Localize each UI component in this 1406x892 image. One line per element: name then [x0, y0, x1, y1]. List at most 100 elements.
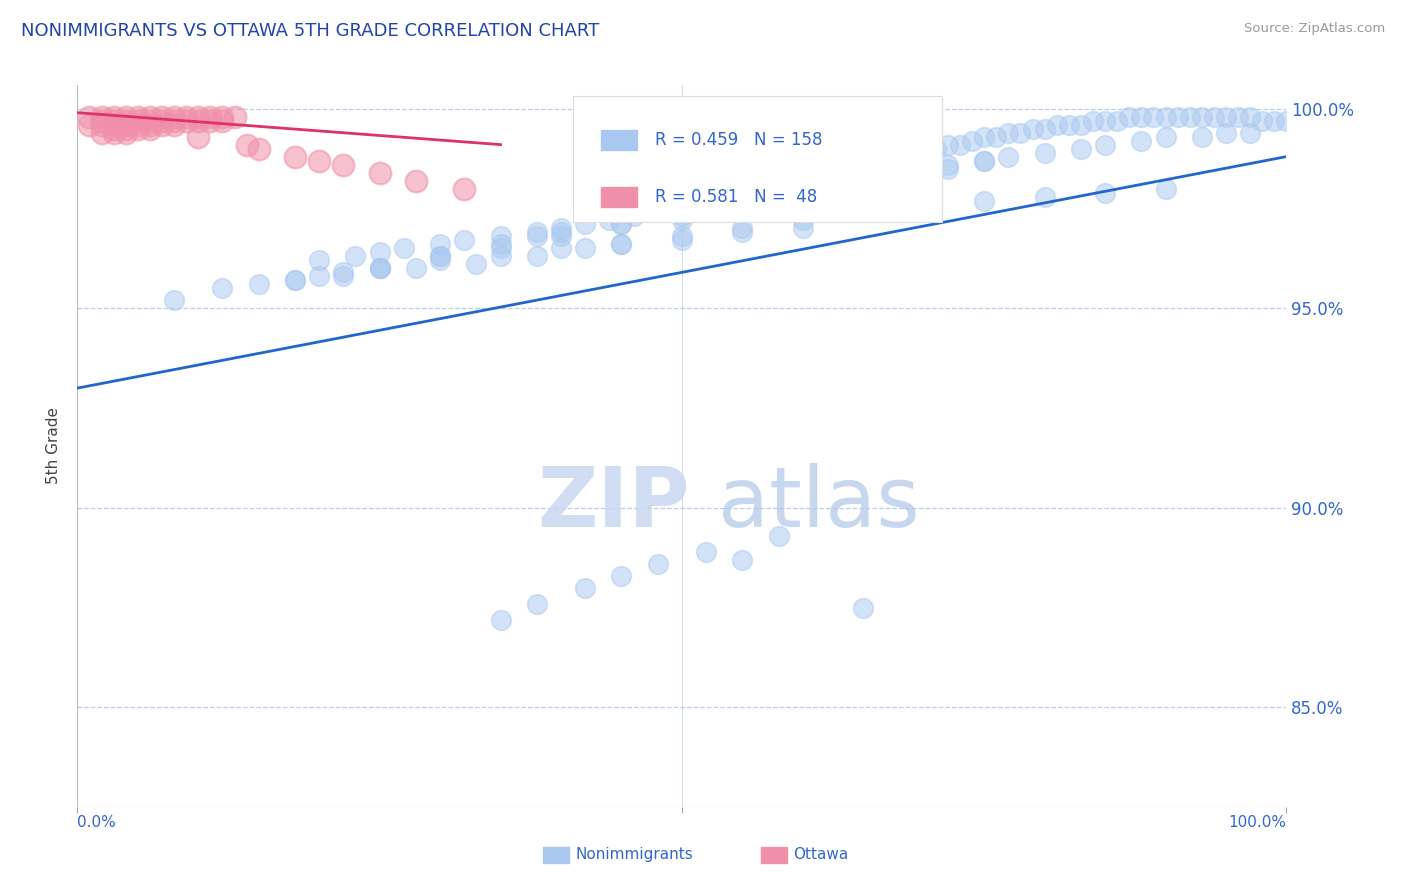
Point — [1154, 110, 1177, 124]
Point — [1142, 110, 1164, 124]
Text: Ottawa: Ottawa — [793, 847, 848, 862]
Point — [90, 113, 112, 128]
Point — [768, 186, 790, 200]
Point — [550, 241, 572, 255]
Point — [526, 226, 548, 240]
Point — [127, 118, 149, 132]
Point — [114, 121, 136, 136]
Point — [973, 153, 995, 168]
FancyBboxPatch shape — [543, 847, 569, 863]
Point — [610, 218, 633, 232]
Point — [163, 293, 186, 308]
Text: Nonimmigrants: Nonimmigrants — [575, 847, 693, 862]
Point — [1057, 118, 1080, 132]
Point — [744, 189, 766, 203]
Point — [973, 153, 995, 168]
Point — [610, 218, 633, 232]
Point — [731, 226, 754, 240]
Point — [103, 110, 125, 124]
Point — [889, 153, 911, 168]
Point — [815, 173, 838, 187]
Point — [973, 194, 995, 208]
Point — [889, 169, 911, 184]
Point — [453, 181, 475, 195]
Point — [332, 269, 354, 284]
Point — [174, 113, 197, 128]
Point — [150, 118, 173, 132]
Point — [1070, 142, 1092, 156]
Point — [718, 194, 741, 208]
Text: 100.0%: 100.0% — [1229, 815, 1286, 830]
Point — [1227, 110, 1250, 124]
Point — [344, 249, 367, 263]
Point — [114, 126, 136, 140]
Point — [187, 113, 209, 128]
Point — [731, 205, 754, 219]
Point — [489, 237, 512, 252]
Point — [284, 273, 307, 287]
Point — [1154, 181, 1177, 195]
Point — [114, 118, 136, 132]
Point — [792, 221, 814, 235]
Point — [623, 210, 645, 224]
Point — [368, 245, 391, 260]
Point — [1107, 113, 1129, 128]
Point — [429, 237, 451, 252]
Point — [308, 269, 330, 284]
Point — [852, 205, 875, 219]
Point — [852, 600, 875, 615]
Point — [332, 158, 354, 172]
Point — [792, 186, 814, 200]
Point — [1191, 110, 1213, 124]
Point — [429, 253, 451, 268]
Point — [187, 129, 209, 144]
Point — [139, 113, 162, 128]
Point — [671, 213, 693, 227]
Point — [224, 110, 246, 124]
Point — [103, 121, 125, 136]
Point — [610, 237, 633, 252]
Point — [1154, 129, 1177, 144]
Point — [284, 273, 307, 287]
Point — [1275, 113, 1298, 128]
Point — [731, 221, 754, 235]
Point — [1239, 110, 1261, 124]
Point — [1021, 121, 1043, 136]
Point — [900, 150, 922, 164]
Point — [139, 118, 162, 132]
Point — [997, 126, 1019, 140]
Point — [960, 134, 983, 148]
Point — [79, 110, 101, 124]
Point — [200, 110, 222, 124]
Point — [695, 545, 717, 559]
Point — [949, 137, 972, 152]
Point — [139, 121, 162, 136]
Point — [211, 110, 233, 124]
Point — [1081, 113, 1104, 128]
Point — [187, 110, 209, 124]
Point — [284, 150, 307, 164]
Point — [247, 142, 270, 156]
Point — [1130, 110, 1153, 124]
Point — [127, 113, 149, 128]
Point — [308, 253, 330, 268]
Point — [1239, 126, 1261, 140]
Point — [489, 241, 512, 255]
Point — [368, 261, 391, 276]
Point — [332, 265, 354, 279]
Point — [200, 113, 222, 128]
FancyBboxPatch shape — [600, 129, 637, 150]
Point — [731, 553, 754, 567]
Point — [865, 161, 887, 176]
Point — [211, 281, 233, 295]
Point — [695, 197, 717, 211]
Point — [876, 169, 898, 184]
Point — [912, 161, 935, 176]
Point — [1191, 129, 1213, 144]
Point — [247, 277, 270, 292]
Point — [792, 186, 814, 200]
Text: Source: ZipAtlas.com: Source: ZipAtlas.com — [1244, 22, 1385, 36]
Point — [912, 197, 935, 211]
Point — [489, 613, 512, 627]
Point — [671, 234, 693, 248]
